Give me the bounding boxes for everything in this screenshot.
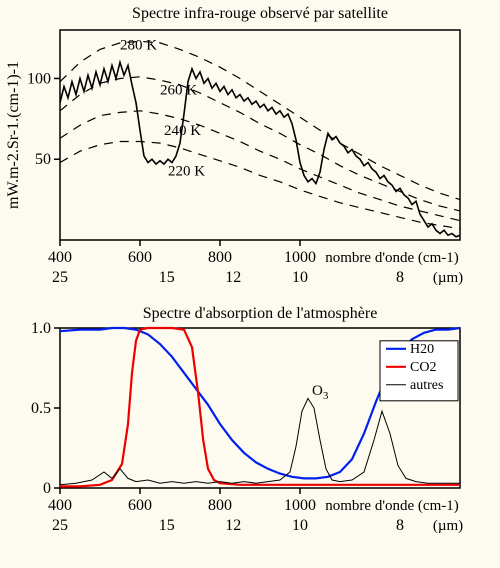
planck-curve	[60, 111, 460, 221]
bottom-xtick-um: 8	[396, 517, 404, 534]
bottom-xlabel: nombre d'onde (cm-1)	[325, 498, 459, 514]
o3-label: O3	[312, 383, 329, 402]
bottom-chart: Spectre d'absorption de l'atmosphère 0 0.5…	[0, 300, 500, 568]
bottom-xtick: 600	[128, 497, 152, 514]
top-ytick: 100	[27, 70, 51, 87]
top-xtick: 400	[48, 249, 72, 266]
top-um-unit: (µm)	[433, 270, 463, 286]
bottom-um-unit: (µm)	[433, 518, 463, 534]
bottom-title: Spectre d'absorption de l'atmosphère	[143, 305, 378, 322]
top-ylabel: mW.m-2.Sr-1.(cm-1)-1	[5, 61, 22, 209]
legend-label: H20	[410, 342, 434, 357]
top-title: Spectre infra-rouge observé par satellit…	[132, 5, 388, 22]
top-xtick-um: 10	[292, 269, 308, 286]
bottom-xtick-um: 15	[159, 517, 175, 534]
top-xlabel: nombre d'onde (cm-1)	[325, 250, 459, 266]
top-xtick: 600	[128, 249, 152, 266]
bottom-xtick-um: 10	[292, 517, 308, 534]
legend-label: CO2	[410, 360, 436, 375]
planck-label: 220 K	[168, 163, 205, 179]
bottom-xtick-um: 12	[225, 517, 241, 534]
bottom-xtick-um: 25	[52, 517, 68, 534]
top-xtick: 1000	[284, 249, 316, 266]
top-xtick: 800	[208, 249, 232, 266]
top-xtick-um: 25	[52, 269, 68, 286]
observed-spectrum	[60, 62, 460, 237]
bottom-ytick: 0.5	[31, 400, 51, 417]
top-chart-svg: Spectre infra-rouge observé par satellit…	[0, 0, 500, 300]
top-ytick: 50	[35, 151, 51, 168]
legend-label: autres	[410, 378, 443, 393]
top-xtick-um: 8	[396, 269, 404, 286]
bottom-xtick: 1000	[284, 497, 316, 514]
planck-label: 260 K	[160, 83, 197, 99]
top-xtick-um: 12	[225, 269, 241, 286]
top-chart: Spectre infra-rouge observé par satellit…	[0, 0, 500, 300]
bottom-chart-svg: Spectre d'absorption de l'atmosphère 0 0.5…	[0, 300, 500, 568]
bottom-ytick: 1.0	[31, 320, 51, 337]
series-autres	[60, 398, 460, 484]
planck-curve	[60, 77, 460, 211]
bottom-xtick: 800	[208, 497, 232, 514]
top-xtick-um: 15	[159, 269, 175, 286]
planck-label: 280 K	[120, 37, 157, 53]
bottom-xtick: 400	[48, 497, 72, 514]
planck-curve	[60, 142, 460, 229]
bottom-ytick: 0	[43, 480, 51, 497]
